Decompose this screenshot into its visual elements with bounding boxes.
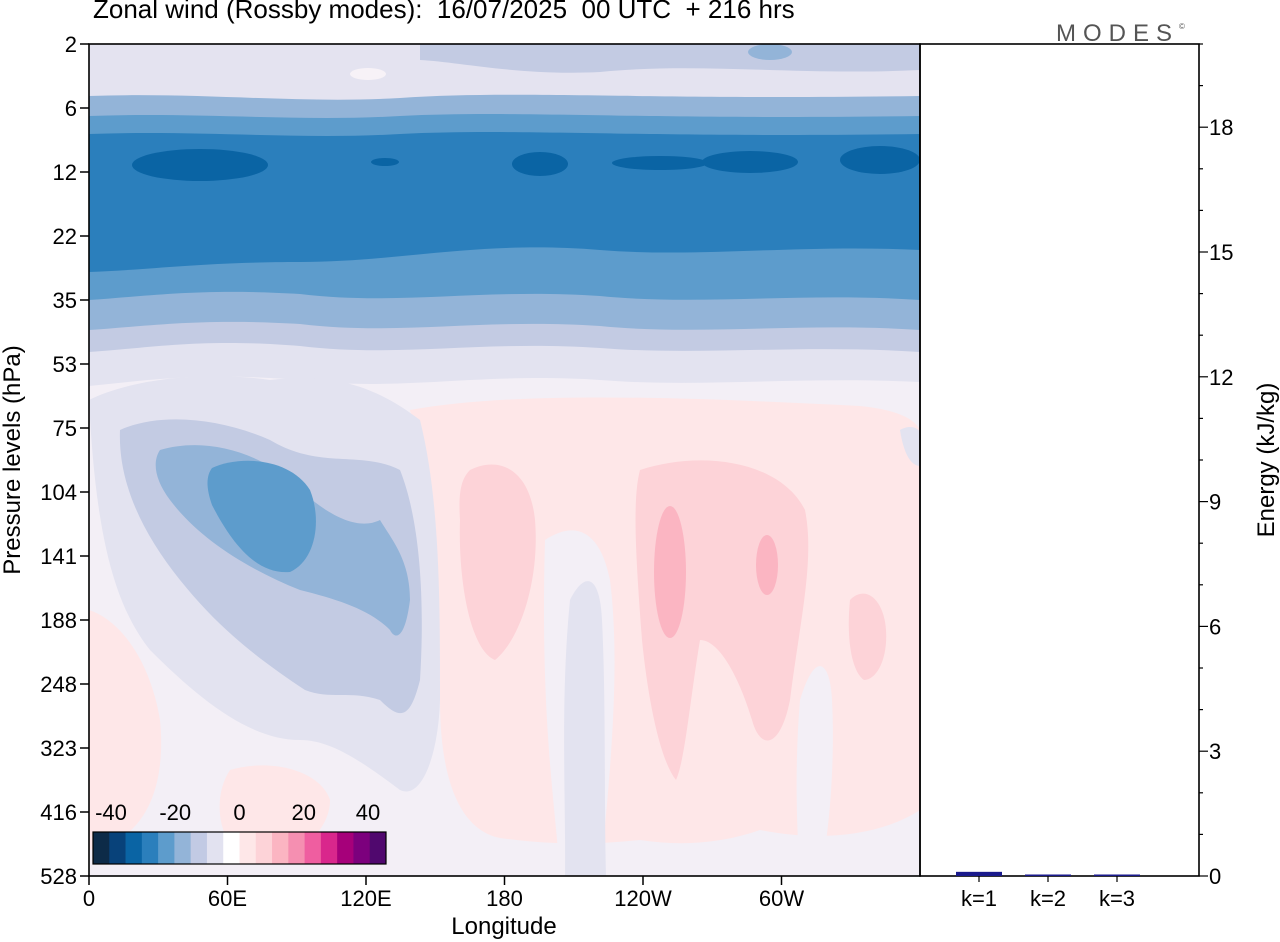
energy-tick-label: 6: [1209, 614, 1221, 639]
colorbar-swatch: [320, 832, 338, 864]
colorbar-swatch: [206, 832, 224, 864]
colorbar: -40 -20 0 20 40: [92, 800, 387, 865]
y-tick-label: 35: [53, 288, 77, 313]
colorbar-swatch: [304, 832, 322, 864]
y-tick-label: 12: [53, 160, 77, 185]
x-tick-label: 60W: [759, 886, 804, 911]
bar-panel-frame: [919, 43, 1200, 877]
y-tick-label: 528: [40, 864, 77, 889]
colorbar-swatch: [125, 832, 143, 864]
colorbar-tick-label: 0: [233, 800, 245, 825]
energy-bar: [956, 871, 1002, 876]
x-tick-label: 0: [83, 886, 95, 911]
colorbar-swatch: [190, 832, 208, 864]
energy-tick-label: 9: [1209, 490, 1221, 515]
colorbar-swatch: [174, 832, 192, 864]
colorbar-swatch: [288, 832, 306, 864]
colorbar-swatch: [353, 832, 371, 864]
y-tick-label: 416: [40, 800, 77, 825]
bar-category-ticks: k=1 k=2 k=3: [961, 876, 1135, 911]
colorbar-swatch: [272, 832, 289, 864]
energy-tick-label: 3: [1209, 739, 1221, 764]
energy-bars: [956, 871, 1140, 876]
colorbar-tick-label: 40: [356, 800, 380, 825]
x-tick-label: 120E: [340, 886, 391, 911]
energy-axis-ticks: 0 3 6 9 12 15 18: [1199, 43, 1233, 889]
colorbar-swatch: [141, 832, 159, 864]
brand-name: MODES: [1056, 20, 1180, 47]
wind-contour-field: [89, 44, 920, 876]
y-axis-ticks: 2 6 12 22 35 53 75 104 141 188 248 323 416 528: [40, 32, 89, 889]
x-tick-label: 120W: [614, 886, 672, 911]
colorbar-swatch: [239, 832, 257, 864]
energy-tick-label: 12: [1209, 365, 1233, 390]
x-axis-ticks: 0 60E 120E 180 120W 60W: [83, 876, 804, 911]
colorbar-swatch: [337, 832, 354, 864]
colorbar-frame: [92, 831, 387, 865]
y-tick-label: 53: [53, 352, 77, 377]
y-tick-label: 188: [40, 608, 77, 633]
x-tick-label: 180: [486, 886, 523, 911]
y-tick-label: 22: [53, 224, 77, 249]
energy-tick-label: 18: [1209, 115, 1233, 140]
bar-category-label: k=3: [1099, 886, 1135, 911]
bar-category-label: k=2: [1030, 886, 1066, 911]
y-tick-label: 141: [40, 544, 77, 569]
bar-category-label: k=1: [961, 886, 997, 911]
y-tick-label: 2: [65, 32, 77, 57]
colorbar-tick-label: 20: [292, 800, 316, 825]
y-tick-label: 248: [40, 672, 77, 697]
colorbar-swatch: [93, 832, 110, 864]
chart-title: Zonal wind (Rossby modes): 16/07/2025 00…: [93, 0, 795, 24]
y-tick-label: 323: [40, 736, 77, 761]
brand-mark: ©: [1179, 22, 1185, 31]
energy-tick-label: 15: [1209, 240, 1233, 265]
energy-bar: [1025, 874, 1071, 876]
y-axis-label: Pressure levels (hPa): [0, 345, 26, 574]
y-tick-label: 75: [53, 416, 77, 441]
colorbar-tick-label: -40: [95, 800, 127, 825]
colorbar-swatch: [255, 832, 273, 864]
colorbar-swatch: [109, 832, 126, 864]
colorbar-swatch: [223, 832, 240, 864]
colorbar-tick-label: -20: [159, 800, 191, 825]
y-tick-label: 104: [40, 480, 77, 505]
energy-bar: [1094, 874, 1140, 876]
energy-tick-label: 0: [1209, 864, 1221, 889]
y-tick-label: 6: [65, 96, 77, 121]
energy-axis-label: Energy (kJ/kg): [1253, 383, 1280, 538]
brand-logo: MODES©: [1056, 20, 1185, 48]
x-axis-label: Longitude: [451, 913, 556, 940]
colorbar-swatch: [158, 832, 175, 864]
x-tick-label: 60E: [208, 886, 247, 911]
colorbar-swatch: [369, 832, 387, 864]
